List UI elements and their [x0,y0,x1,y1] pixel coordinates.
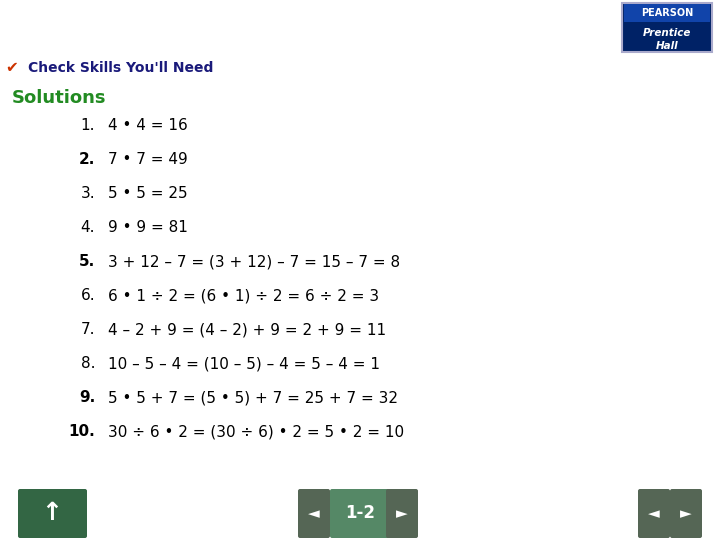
Text: 4.: 4. [81,220,95,235]
Text: Solutions: Solutions [12,89,107,107]
Text: 6.: 6. [81,288,95,303]
Text: ►: ► [680,506,692,521]
FancyBboxPatch shape [622,3,712,52]
FancyBboxPatch shape [330,489,390,538]
Text: 3.: 3. [81,186,95,201]
Text: 6 • 1 ÷ 2 = (6 • 1) ÷ 2 = 6 ÷ 2 = 3: 6 • 1 ÷ 2 = (6 • 1) ÷ 2 = 6 ÷ 2 = 3 [108,288,379,303]
Text: 1-2: 1-2 [345,504,375,523]
Text: 5.: 5. [78,254,95,269]
Text: 3 + 12 – 7 = (3 + 12) – 7 = 15 – 7 = 8: 3 + 12 – 7 = (3 + 12) – 7 = 15 – 7 = 8 [108,254,400,269]
Text: Prentice: Prentice [643,28,691,38]
Text: Check Skills You'll Need: Check Skills You'll Need [28,60,213,75]
Text: 8.: 8. [81,356,95,372]
Text: ✔: ✔ [6,60,19,75]
Text: Hall: Hall [656,41,678,51]
Text: ALGEBRA 1  LESSON 1-2: ALGEBRA 1 LESSON 1-2 [10,38,150,48]
FancyBboxPatch shape [18,489,87,538]
Text: 4 – 2 + 9 = (4 – 2) + 9 = 2 + 9 = 11: 4 – 2 + 9 = (4 – 2) + 9 = 2 + 9 = 11 [108,322,386,338]
Text: LESSON: LESSON [336,469,384,478]
Text: ►: ► [396,506,408,521]
FancyBboxPatch shape [298,489,330,538]
Text: 10.: 10. [68,424,95,440]
Text: PAGE: PAGE [644,469,676,478]
Text: MAIN MENU: MAIN MENU [23,469,96,478]
Text: 10 – 5 – 4 = (10 – 5) – 4 = 5 – 4 = 1: 10 – 5 – 4 = (10 – 5) – 4 = 5 – 4 = 1 [108,356,380,372]
Text: 5 • 5 = 25: 5 • 5 = 25 [108,186,188,201]
FancyBboxPatch shape [638,489,670,538]
Text: ◄: ◄ [648,506,660,521]
Text: 4 • 4 = 16: 4 • 4 = 16 [108,118,188,133]
FancyBboxPatch shape [386,489,418,538]
Text: 7 • 7 = 49: 7 • 7 = 49 [108,152,188,167]
Text: ◄: ◄ [308,506,320,521]
Text: ↑: ↑ [42,502,63,525]
Text: 9.: 9. [78,390,95,406]
Text: Exponents and Order of Operations: Exponents and Order of Operations [10,9,482,33]
FancyBboxPatch shape [670,489,702,538]
Text: 1.: 1. [81,118,95,133]
Bar [624,4,710,22]
Text: PEARSON: PEARSON [641,8,693,18]
Text: 30 ÷ 6 • 2 = (30 ÷ 6) • 2 = 5 • 2 = 10: 30 ÷ 6 • 2 = (30 ÷ 6) • 2 = 5 • 2 = 10 [108,424,404,440]
Text: 2.: 2. [78,152,95,167]
Text: 9 • 9 = 81: 9 • 9 = 81 [108,220,188,235]
Text: 7.: 7. [81,322,95,338]
Text: 5 • 5 + 7 = (5 • 5) + 7 = 25 + 7 = 32: 5 • 5 + 7 = (5 • 5) + 7 = 25 + 7 = 32 [108,390,398,406]
